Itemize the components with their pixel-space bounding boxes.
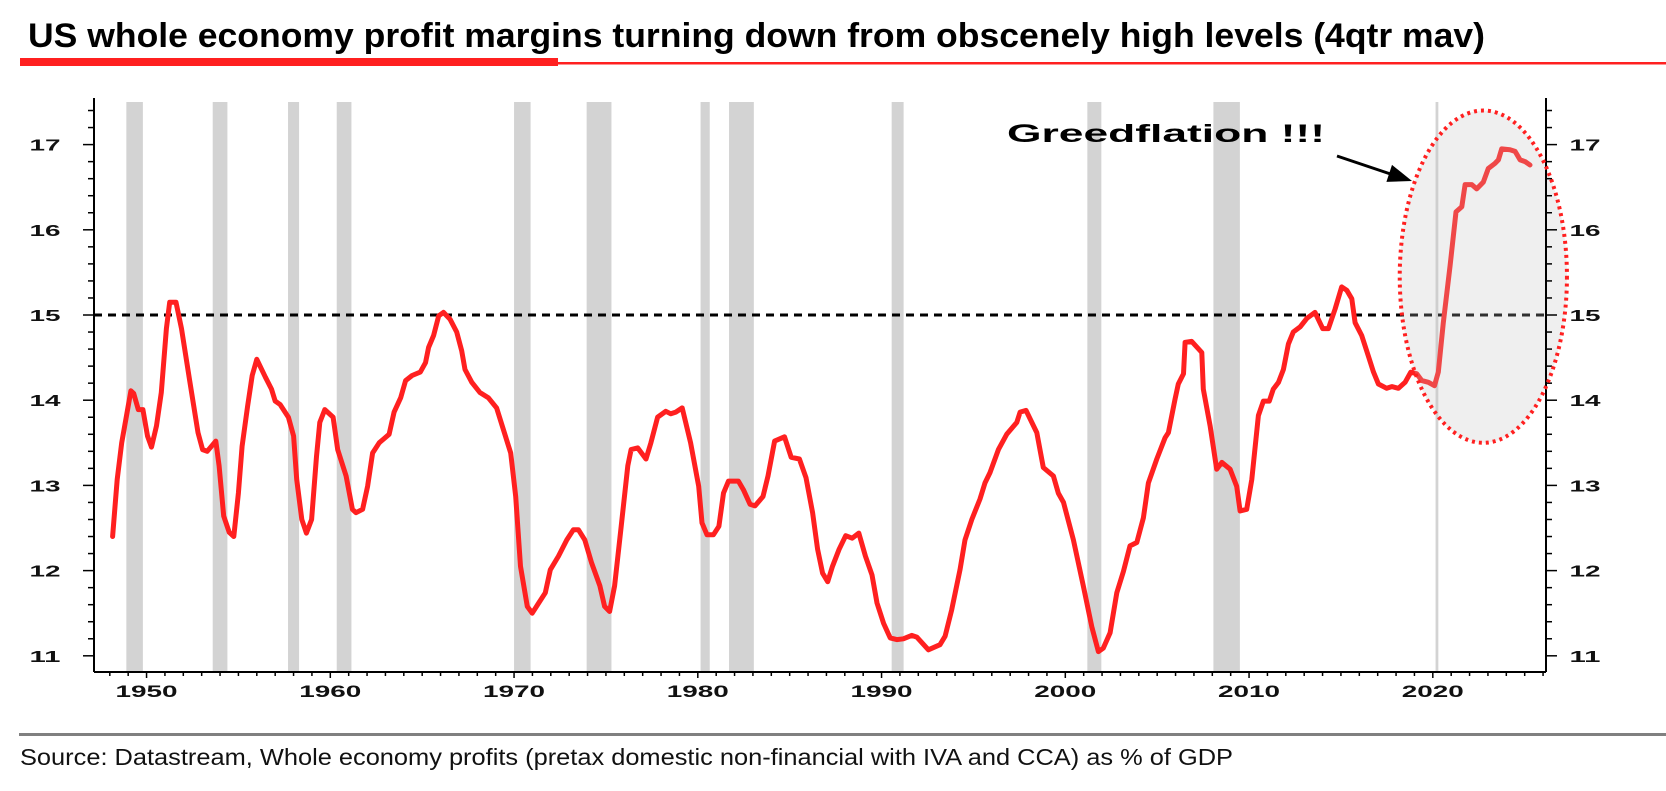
- recession-bar: [212, 102, 228, 672]
- title-underline-thin: [558, 62, 1666, 65]
- x-tick-label: 2010: [1218, 682, 1280, 701]
- profit-margin-line: [110, 146, 1533, 655]
- y-tick-label-right: 14: [1570, 393, 1601, 410]
- x-tick-label: 2020: [1402, 682, 1464, 701]
- plot-area: 1950 1960 1970 1980 1990 2000 2010 2020 11 11 12 12…: [30, 98, 1601, 701]
- y-tick-label-left: 13: [30, 478, 61, 495]
- recession-bar: [336, 102, 352, 672]
- annotation-arrow-shaft: [1336, 154, 1393, 176]
- x-tick-label: 1960: [299, 682, 361, 701]
- y-tick-label-left: 15: [30, 308, 61, 325]
- y-tick-label-right: 13: [1570, 478, 1601, 495]
- y-tick-label-left: 12: [30, 564, 61, 581]
- annotation-greedflation: Greedflation !!!: [1007, 120, 1325, 148]
- recession-bar: [729, 102, 754, 672]
- y-tick-label-left: 14: [30, 393, 61, 410]
- recession-bar: [1087, 102, 1102, 672]
- recession-bar: [126, 102, 143, 672]
- y-tick-label-right: 17: [1570, 138, 1601, 155]
- x-tick-label: 1950: [116, 682, 178, 701]
- recession-bar: [891, 102, 904, 672]
- y-tick-label-left: 11: [30, 649, 61, 666]
- arrow-head-icon: [1386, 164, 1412, 182]
- x-tick-label: 1970: [483, 682, 545, 701]
- title-underline-thick: [20, 58, 558, 66]
- source-note: Source: Datastream, Whole economy profit…: [20, 744, 1233, 770]
- x-tick-label: 1980: [667, 682, 729, 701]
- highlight-ellipse-outline: [1397, 108, 1569, 445]
- source-rule: [19, 733, 1666, 736]
- recession-bar: [1435, 102, 1439, 672]
- y-tick-label-right: 15: [1570, 308, 1601, 325]
- recession-bar: [700, 102, 710, 672]
- chart-title: US whole economy profit margins turning …: [28, 17, 1485, 55]
- y-tick-label-left: 16: [30, 223, 61, 240]
- x-tick-label: 2000: [1034, 682, 1096, 701]
- y-tick-label-left: 17: [30, 138, 61, 155]
- recession-bar: [1213, 102, 1240, 672]
- y-tick-label-right: 16: [1570, 223, 1601, 240]
- y-tick-label-right: 11: [1570, 649, 1601, 666]
- y-tick-label-right: 12: [1570, 564, 1601, 581]
- x-tick-label: 1990: [851, 682, 913, 701]
- highlight-ellipse-fill: [1399, 110, 1567, 443]
- recession-bar: [288, 102, 300, 672]
